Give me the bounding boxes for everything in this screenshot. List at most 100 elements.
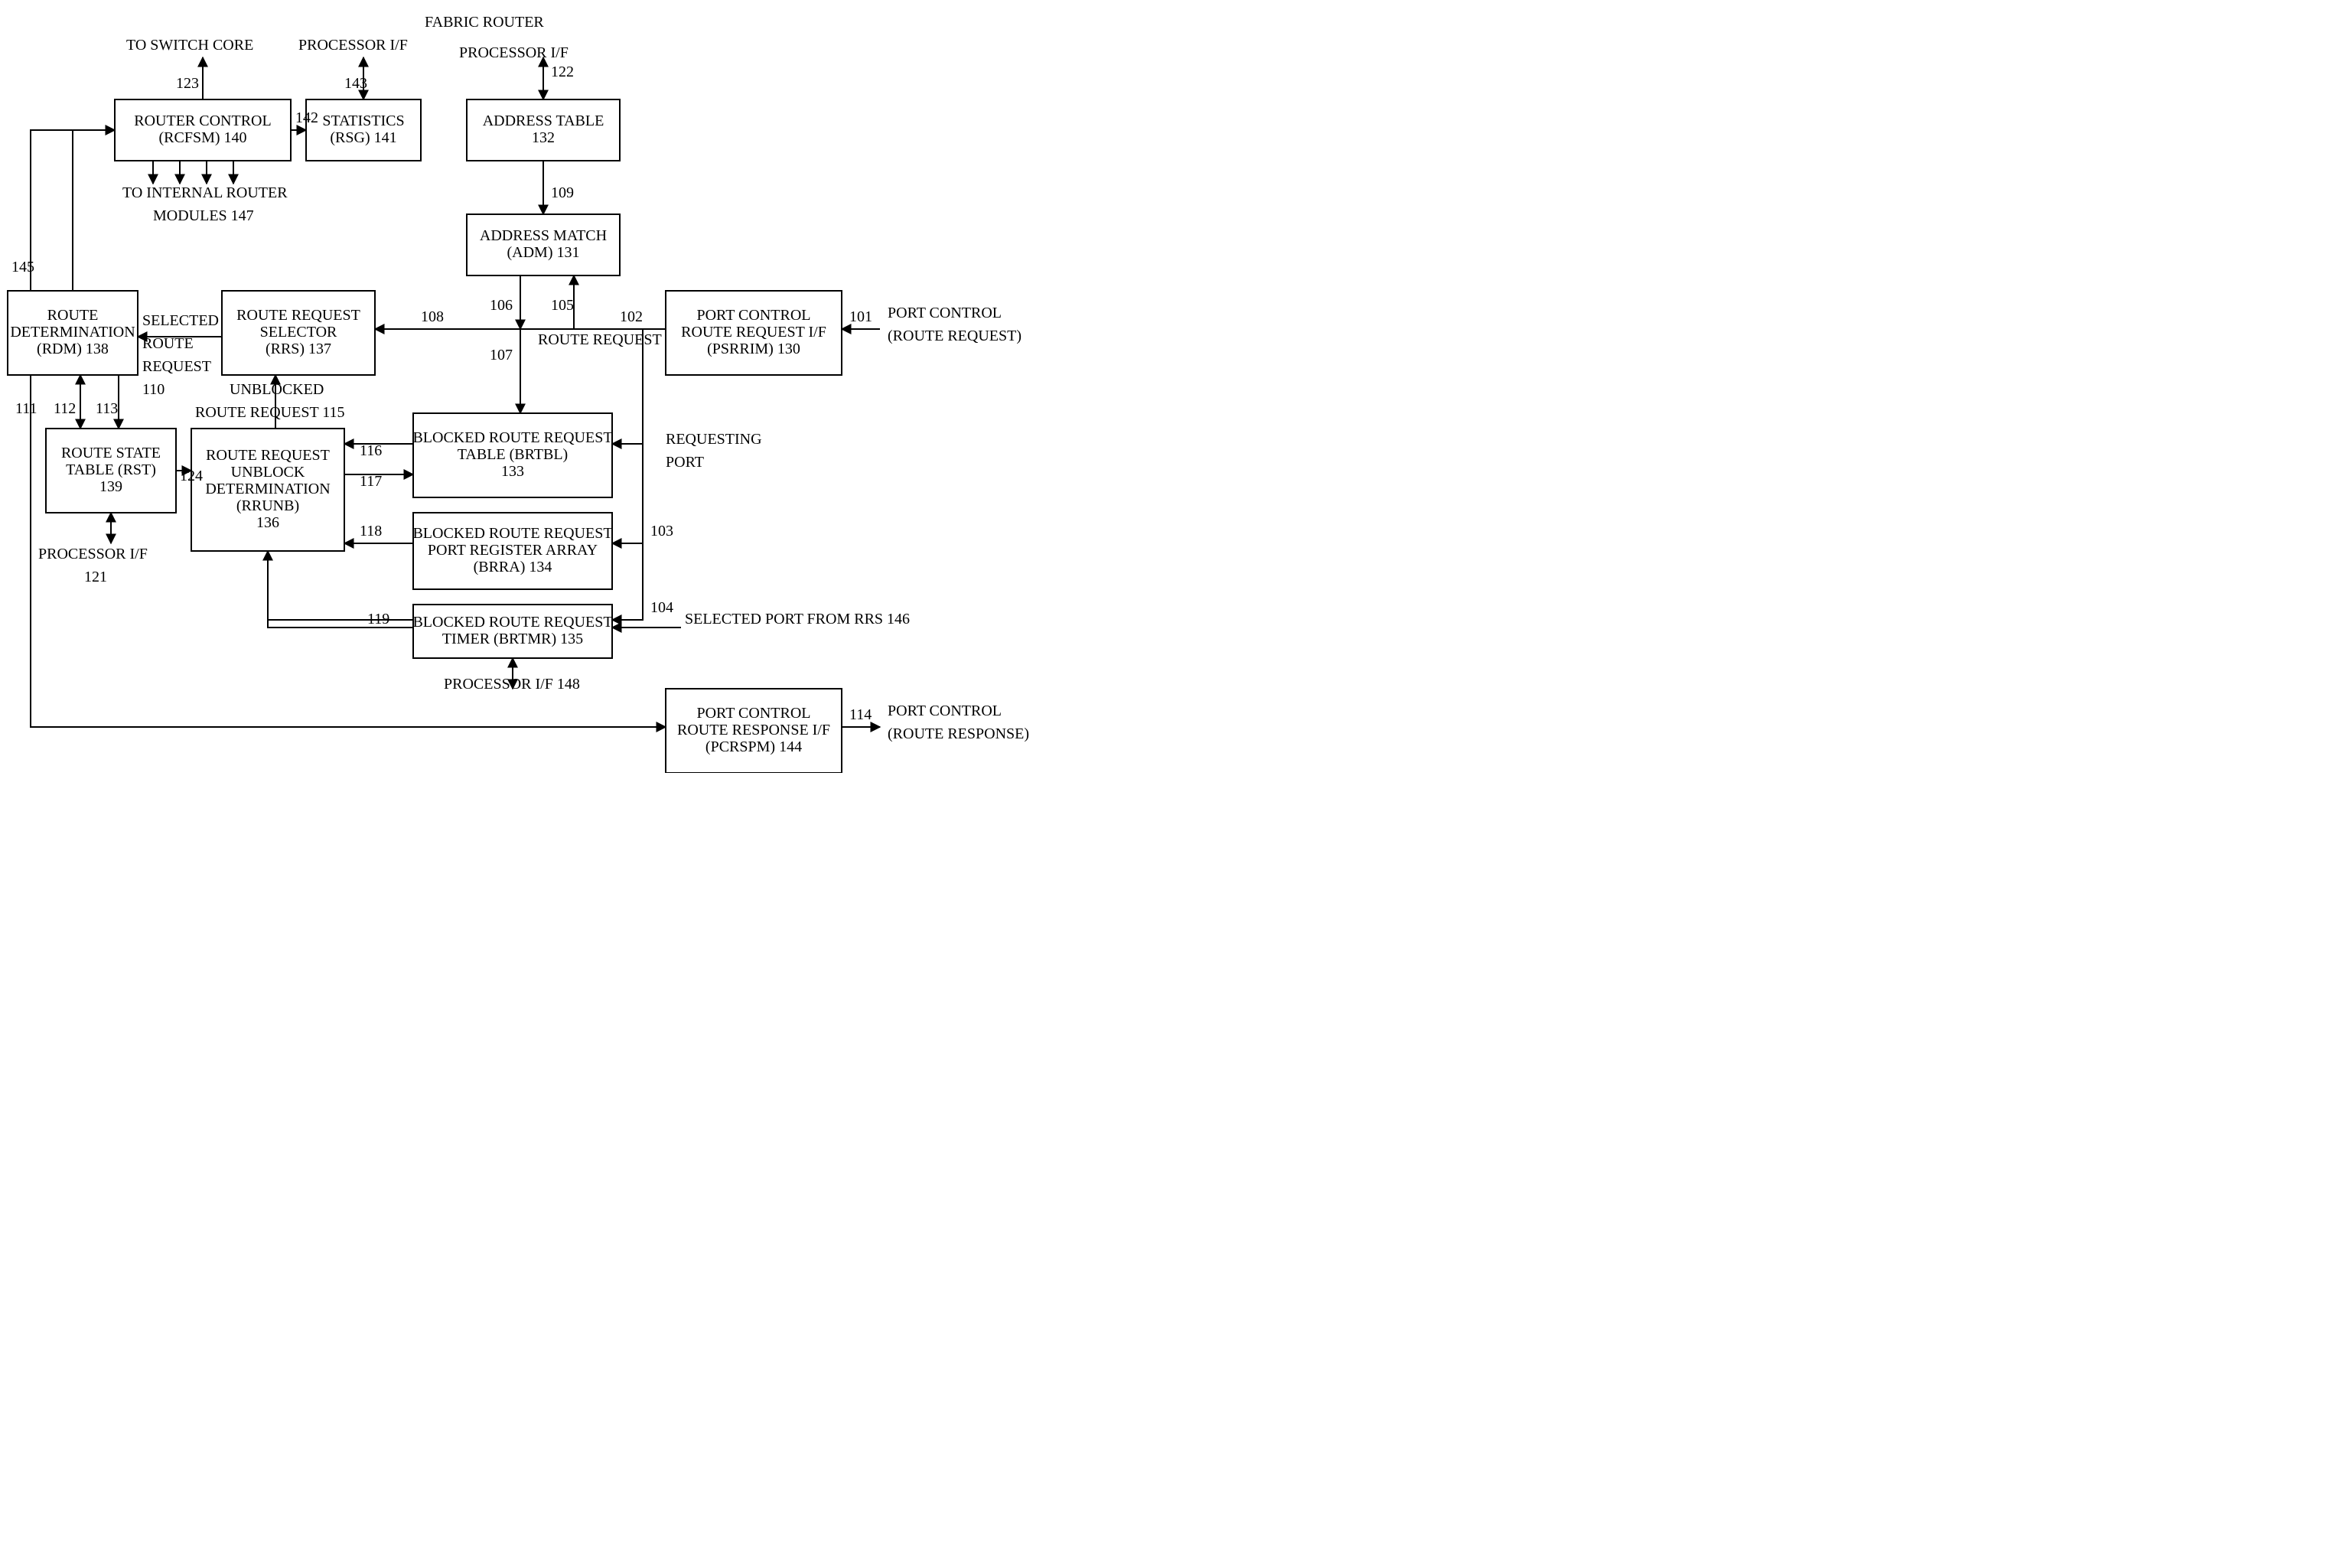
node-rsg-line-0: STATISTICS	[322, 112, 404, 129]
label-21: (ROUTE REQUEST)	[888, 328, 1022, 344]
label-13: 108	[421, 308, 444, 325]
label-26: 111	[15, 400, 37, 417]
node-adt: ADDRESS TABLE132	[467, 99, 620, 161]
node-rst-line-0: ROUTE STATE	[61, 445, 161, 461]
node-adm-line-0: ADDRESS MATCH	[480, 227, 607, 244]
label-22: SELECTED	[142, 312, 219, 329]
label-4: 123	[176, 75, 199, 92]
edge-31	[268, 551, 413, 628]
node-pcrspm: PORT CONTROLROUTE RESPONSE I/F(PCRSPM) 1…	[666, 689, 842, 773]
label-15: 105	[551, 297, 574, 314]
label-28: 113	[96, 400, 118, 417]
label-41: 119	[367, 611, 389, 628]
label-31: 116	[360, 442, 382, 459]
node-pcrspm-line-1: ROUTE RESPONSE I/F	[677, 722, 830, 738]
edge-33	[268, 551, 413, 620]
label-30: ROUTE REQUEST 115	[195, 404, 345, 421]
node-rrunb: ROUTE REQUESTUNBLOCKDETERMINATION(RRUNB)…	[191, 429, 344, 551]
node-brtmr: BLOCKED ROUTE REQUESTTIMER (BRTMR) 135	[412, 605, 612, 658]
node-brtbl: BLOCKED ROUTE REQUESTTABLE (BRTBL)133	[412, 413, 612, 497]
label-46: (ROUTE RESPONSE)	[888, 725, 1029, 742]
node-rcfsm-line-1: (RCFSM) 140	[158, 129, 246, 146]
label-43: PROCESSOR I/F 148	[444, 676, 580, 693]
label-12: 145	[11, 259, 34, 275]
node-brra-line-2: (BRRA) 134	[474, 559, 552, 575]
node-rst: ROUTE STATETABLE (RST)139	[46, 429, 176, 513]
label-38: 104	[650, 599, 673, 616]
node-rsg-line-1: (RSG) 141	[330, 129, 396, 146]
node-pcrspm-line-0: PORT CONTROL	[696, 705, 810, 722]
label-6: 122	[551, 64, 574, 80]
label-27: 112	[54, 400, 76, 417]
label-42: SELECTED PORT FROM RRS 146	[685, 611, 910, 628]
label-18: ROUTE REQUEST	[538, 331, 662, 348]
label-25: 110	[142, 381, 165, 398]
label-44: 114	[849, 706, 872, 723]
label-14: 106	[490, 297, 513, 314]
label-36: PORT	[666, 454, 704, 471]
node-rrs-line-2: (RRS) 137	[266, 341, 331, 357]
node-pcrspm-line-2: (PCRSPM) 144	[705, 738, 802, 755]
label-0: FABRIC ROUTER	[425, 14, 544, 31]
fabric-router-diagram: ROUTER CONTROL(RCFSM) 140STATISTICS(RSG)…	[0, 0, 1033, 773]
label-32: 117	[360, 473, 382, 490]
node-brtbl-line-0: BLOCKED ROUTE REQUEST	[412, 429, 612, 446]
node-rrs-line-0: ROUTE REQUEST	[236, 307, 360, 324]
label-39: PROCESSOR I/F	[38, 546, 148, 562]
node-rst-line-1: TABLE (RST)	[66, 461, 156, 478]
node-rrs: ROUTE REQUESTSELECTOR(RRS) 137	[222, 291, 375, 375]
node-rdm-line-2: (RDM) 138	[37, 341, 109, 357]
node-rdm: ROUTEDETERMINATION(RDM) 138	[8, 291, 138, 375]
label-19: 101	[849, 308, 872, 325]
label-23: ROUTE	[142, 335, 194, 352]
node-rrunb-line-0: ROUTE REQUEST	[206, 447, 330, 464]
node-rrunb-line-4: 136	[256, 514, 279, 531]
node-rdm-line-1: DETERMINATION	[10, 324, 135, 341]
node-brra: BLOCKED ROUTE REQUESTPORT REGISTER ARRAY…	[412, 513, 612, 589]
label-17: 107	[490, 347, 513, 363]
label-5: 143	[344, 75, 367, 92]
node-brra-line-0: BLOCKED ROUTE REQUEST	[412, 525, 612, 542]
node-adm: ADDRESS MATCH(ADM) 131	[467, 214, 620, 275]
node-brtmr-line-1: TIMER (BRTMR) 135	[442, 631, 583, 647]
node-psrrim-line-1: ROUTE REQUEST I/F	[681, 324, 826, 341]
label-16: 102	[620, 308, 643, 325]
label-34: 124	[180, 468, 203, 484]
node-brtmr-line-0: BLOCKED ROUTE REQUEST	[412, 614, 612, 631]
node-adt-line-1: 132	[532, 129, 555, 146]
label-33: 118	[360, 523, 382, 540]
node-rcfsm: ROUTER CONTROL(RCFSM) 140	[115, 99, 291, 161]
node-psrrim: PORT CONTROLROUTE REQUEST I/F(PSRRIM) 13…	[666, 291, 842, 375]
label-11: 109	[551, 184, 574, 201]
node-rcfsm-line-0: ROUTER CONTROL	[134, 112, 271, 129]
node-rrunb-line-1: UNBLOCK	[231, 464, 305, 481]
label-9: TO INTERNAL ROUTER	[122, 184, 288, 201]
node-rrs-line-1: SELECTOR	[260, 324, 337, 341]
node-rdm-line-0: ROUTE	[47, 307, 99, 324]
label-1: TO SWITCH CORE	[126, 37, 253, 54]
node-adt-line-0: ADDRESS TABLE	[483, 112, 604, 129]
label-40: 121	[84, 569, 107, 585]
label-29: UNBLOCKED	[230, 381, 324, 398]
node-psrrim-line-0: PORT CONTROL	[696, 307, 810, 324]
node-adm-line-1: (ADM) 131	[507, 244, 580, 261]
label-3: PROCESSOR I/F	[459, 44, 569, 61]
node-rrunb-line-3: (RRUNB)	[236, 497, 299, 514]
label-24: REQUEST	[142, 358, 211, 375]
edge-28	[612, 543, 643, 620]
edge-17	[73, 130, 115, 291]
node-brtbl-line-2: 133	[501, 463, 524, 480]
node-rrunb-line-2: DETERMINATION	[205, 481, 330, 497]
label-8: 142	[295, 109, 318, 126]
label-35: REQUESTING	[666, 431, 762, 448]
node-rsg: STATISTICS(RSG) 141	[306, 99, 421, 161]
label-37: 103	[650, 523, 673, 540]
node-brtbl-line-1: TABLE (BRTBL)	[458, 446, 568, 463]
node-psrrim-line-2: (PSRRIM) 130	[707, 341, 800, 357]
label-2: PROCESSOR I/F	[298, 37, 408, 54]
label-20: PORT CONTROL	[888, 305, 1002, 321]
label-45: PORT CONTROL	[888, 703, 1002, 719]
node-brra-line-1: PORT REGISTER ARRAY	[428, 542, 598, 559]
edge-27	[612, 444, 643, 543]
node-rst-line-2: 139	[99, 478, 122, 495]
